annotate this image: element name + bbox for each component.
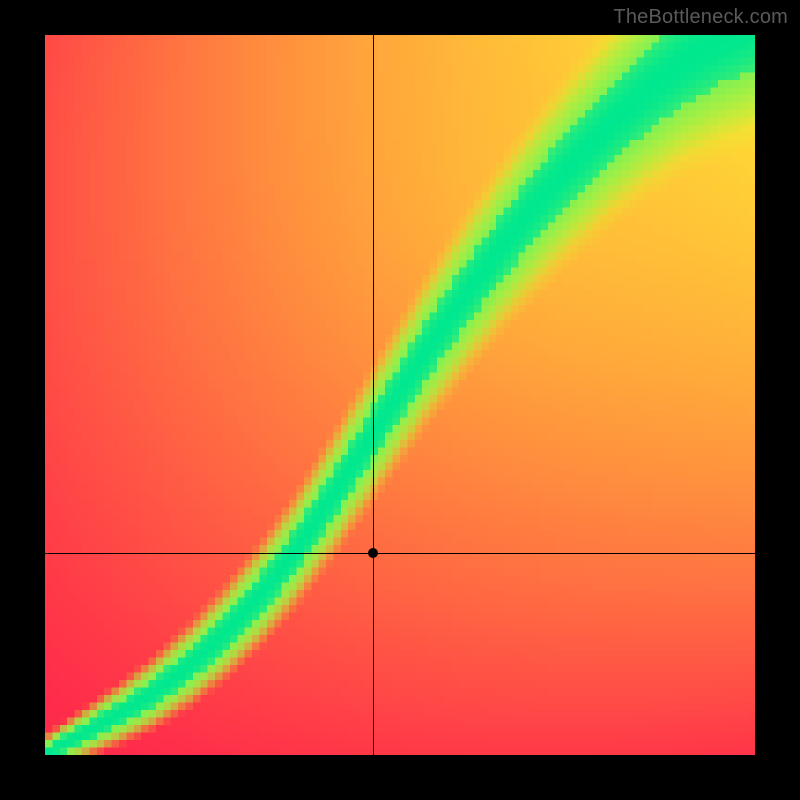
heatmap-canvas: [45, 35, 755, 755]
watermark-text: TheBottleneck.com: [613, 6, 788, 29]
heatmap-plot: [45, 35, 755, 755]
chart-container: TheBottleneck.com: [0, 0, 800, 800]
